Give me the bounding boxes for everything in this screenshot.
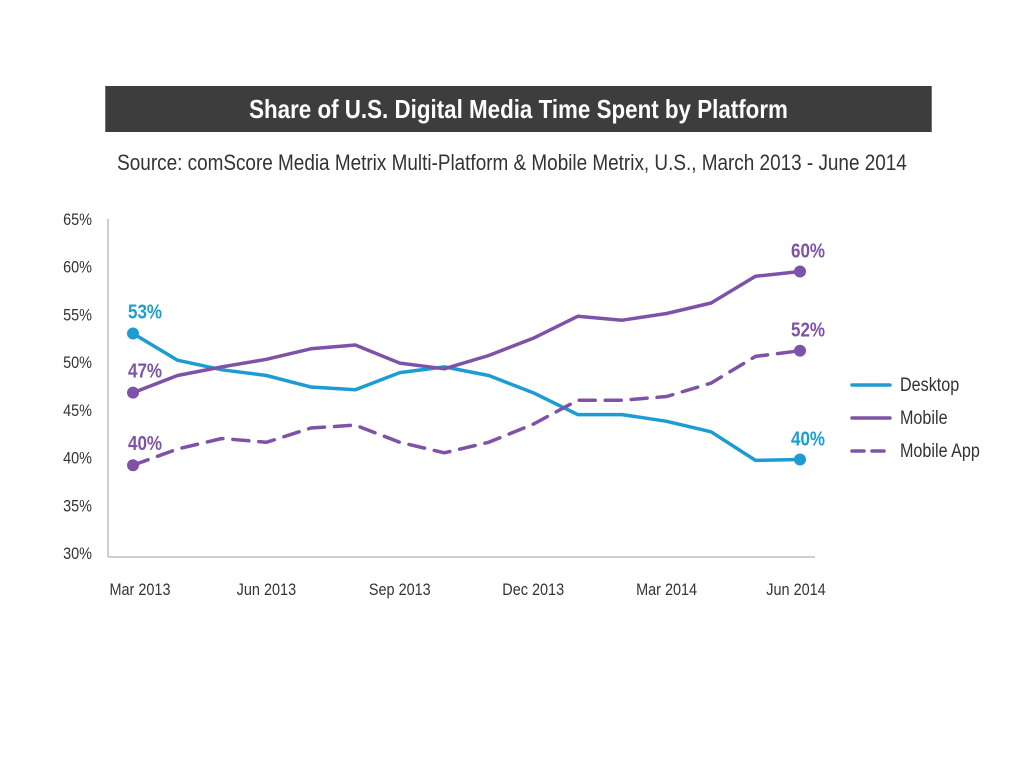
y-tick-label-50: 50% (63, 354, 92, 372)
mobile-end-label: 60% (791, 239, 825, 262)
mobile-start-label: 47% (128, 359, 162, 382)
y-tick-label-60: 60% (63, 259, 92, 277)
chart-title: Share of U.S. Digital Media Time Spent b… (105, 86, 932, 132)
chart-subtitle: Source: comScore Media Metrix Multi-Plat… (117, 150, 907, 175)
x-tick-label-jun-2014: Jun 2014 (766, 581, 826, 599)
x-tick-label-mar-2014: Mar 2014 (636, 581, 697, 599)
mobile-app-end-marker (794, 344, 806, 357)
desktop-line (131, 331, 802, 463)
y-tick-label-45: 45% (63, 402, 92, 420)
mobile-line (131, 269, 802, 395)
x-tick-label-sep-2013: Sep 2013 (369, 581, 431, 599)
mobile-app-start-marker (127, 459, 139, 472)
desktop-end-marker (794, 453, 806, 466)
x-tick-label-jun-2013: Jun 2013 (237, 581, 297, 599)
desktop-start-label: 53% (128, 300, 162, 323)
x-tick-label-dec-2013: Dec 2013 (502, 581, 564, 599)
y-tick-label-55: 55% (63, 306, 92, 324)
y-tick-label-35: 35% (63, 497, 92, 515)
mobile-start-marker (127, 386, 139, 399)
x-tick-label-mar-2013: Mar 2013 (109, 581, 170, 599)
mobile-app-start-label: 40% (128, 432, 162, 455)
legend-label-desktop: Desktop (900, 374, 959, 396)
mobile-app-end-label: 52% (791, 318, 825, 341)
mobile-end-marker (794, 265, 806, 278)
desktop-end-label: 40% (791, 427, 825, 450)
y-tick-label-65: 65% (63, 211, 92, 229)
desktop-start-marker (127, 327, 139, 340)
y-tick-label-30: 30% (63, 545, 92, 563)
legend-label-mobile-app: Mobile App (900, 440, 980, 462)
legend-label-mobile: Mobile (900, 407, 948, 429)
mobile-app-line (131, 348, 802, 467)
y-tick-label-40: 40% (63, 450, 92, 468)
